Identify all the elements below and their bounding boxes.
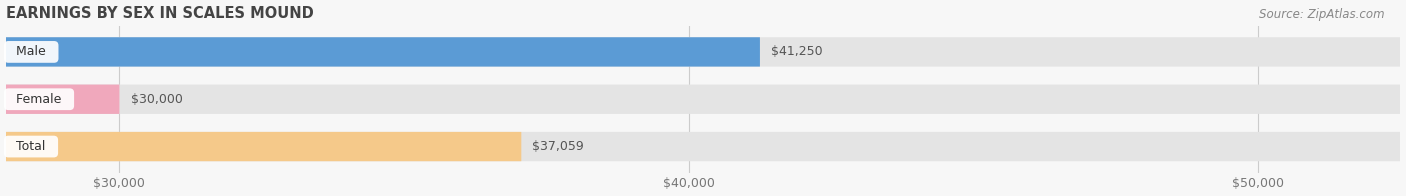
- Text: Source: ZipAtlas.com: Source: ZipAtlas.com: [1260, 8, 1385, 21]
- FancyBboxPatch shape: [6, 37, 759, 67]
- Text: $30,000: $30,000: [131, 93, 183, 106]
- Text: $37,059: $37,059: [533, 140, 585, 153]
- Text: Female: Female: [8, 93, 70, 106]
- Text: Male: Male: [8, 45, 53, 58]
- Text: EARNINGS BY SEX IN SCALES MOUND: EARNINGS BY SEX IN SCALES MOUND: [6, 5, 314, 21]
- FancyBboxPatch shape: [6, 37, 1400, 67]
- Text: $41,250: $41,250: [770, 45, 823, 58]
- FancyBboxPatch shape: [6, 132, 1400, 161]
- FancyBboxPatch shape: [6, 132, 522, 161]
- FancyBboxPatch shape: [6, 84, 1400, 114]
- Text: Total: Total: [8, 140, 53, 153]
- FancyBboxPatch shape: [6, 84, 120, 114]
